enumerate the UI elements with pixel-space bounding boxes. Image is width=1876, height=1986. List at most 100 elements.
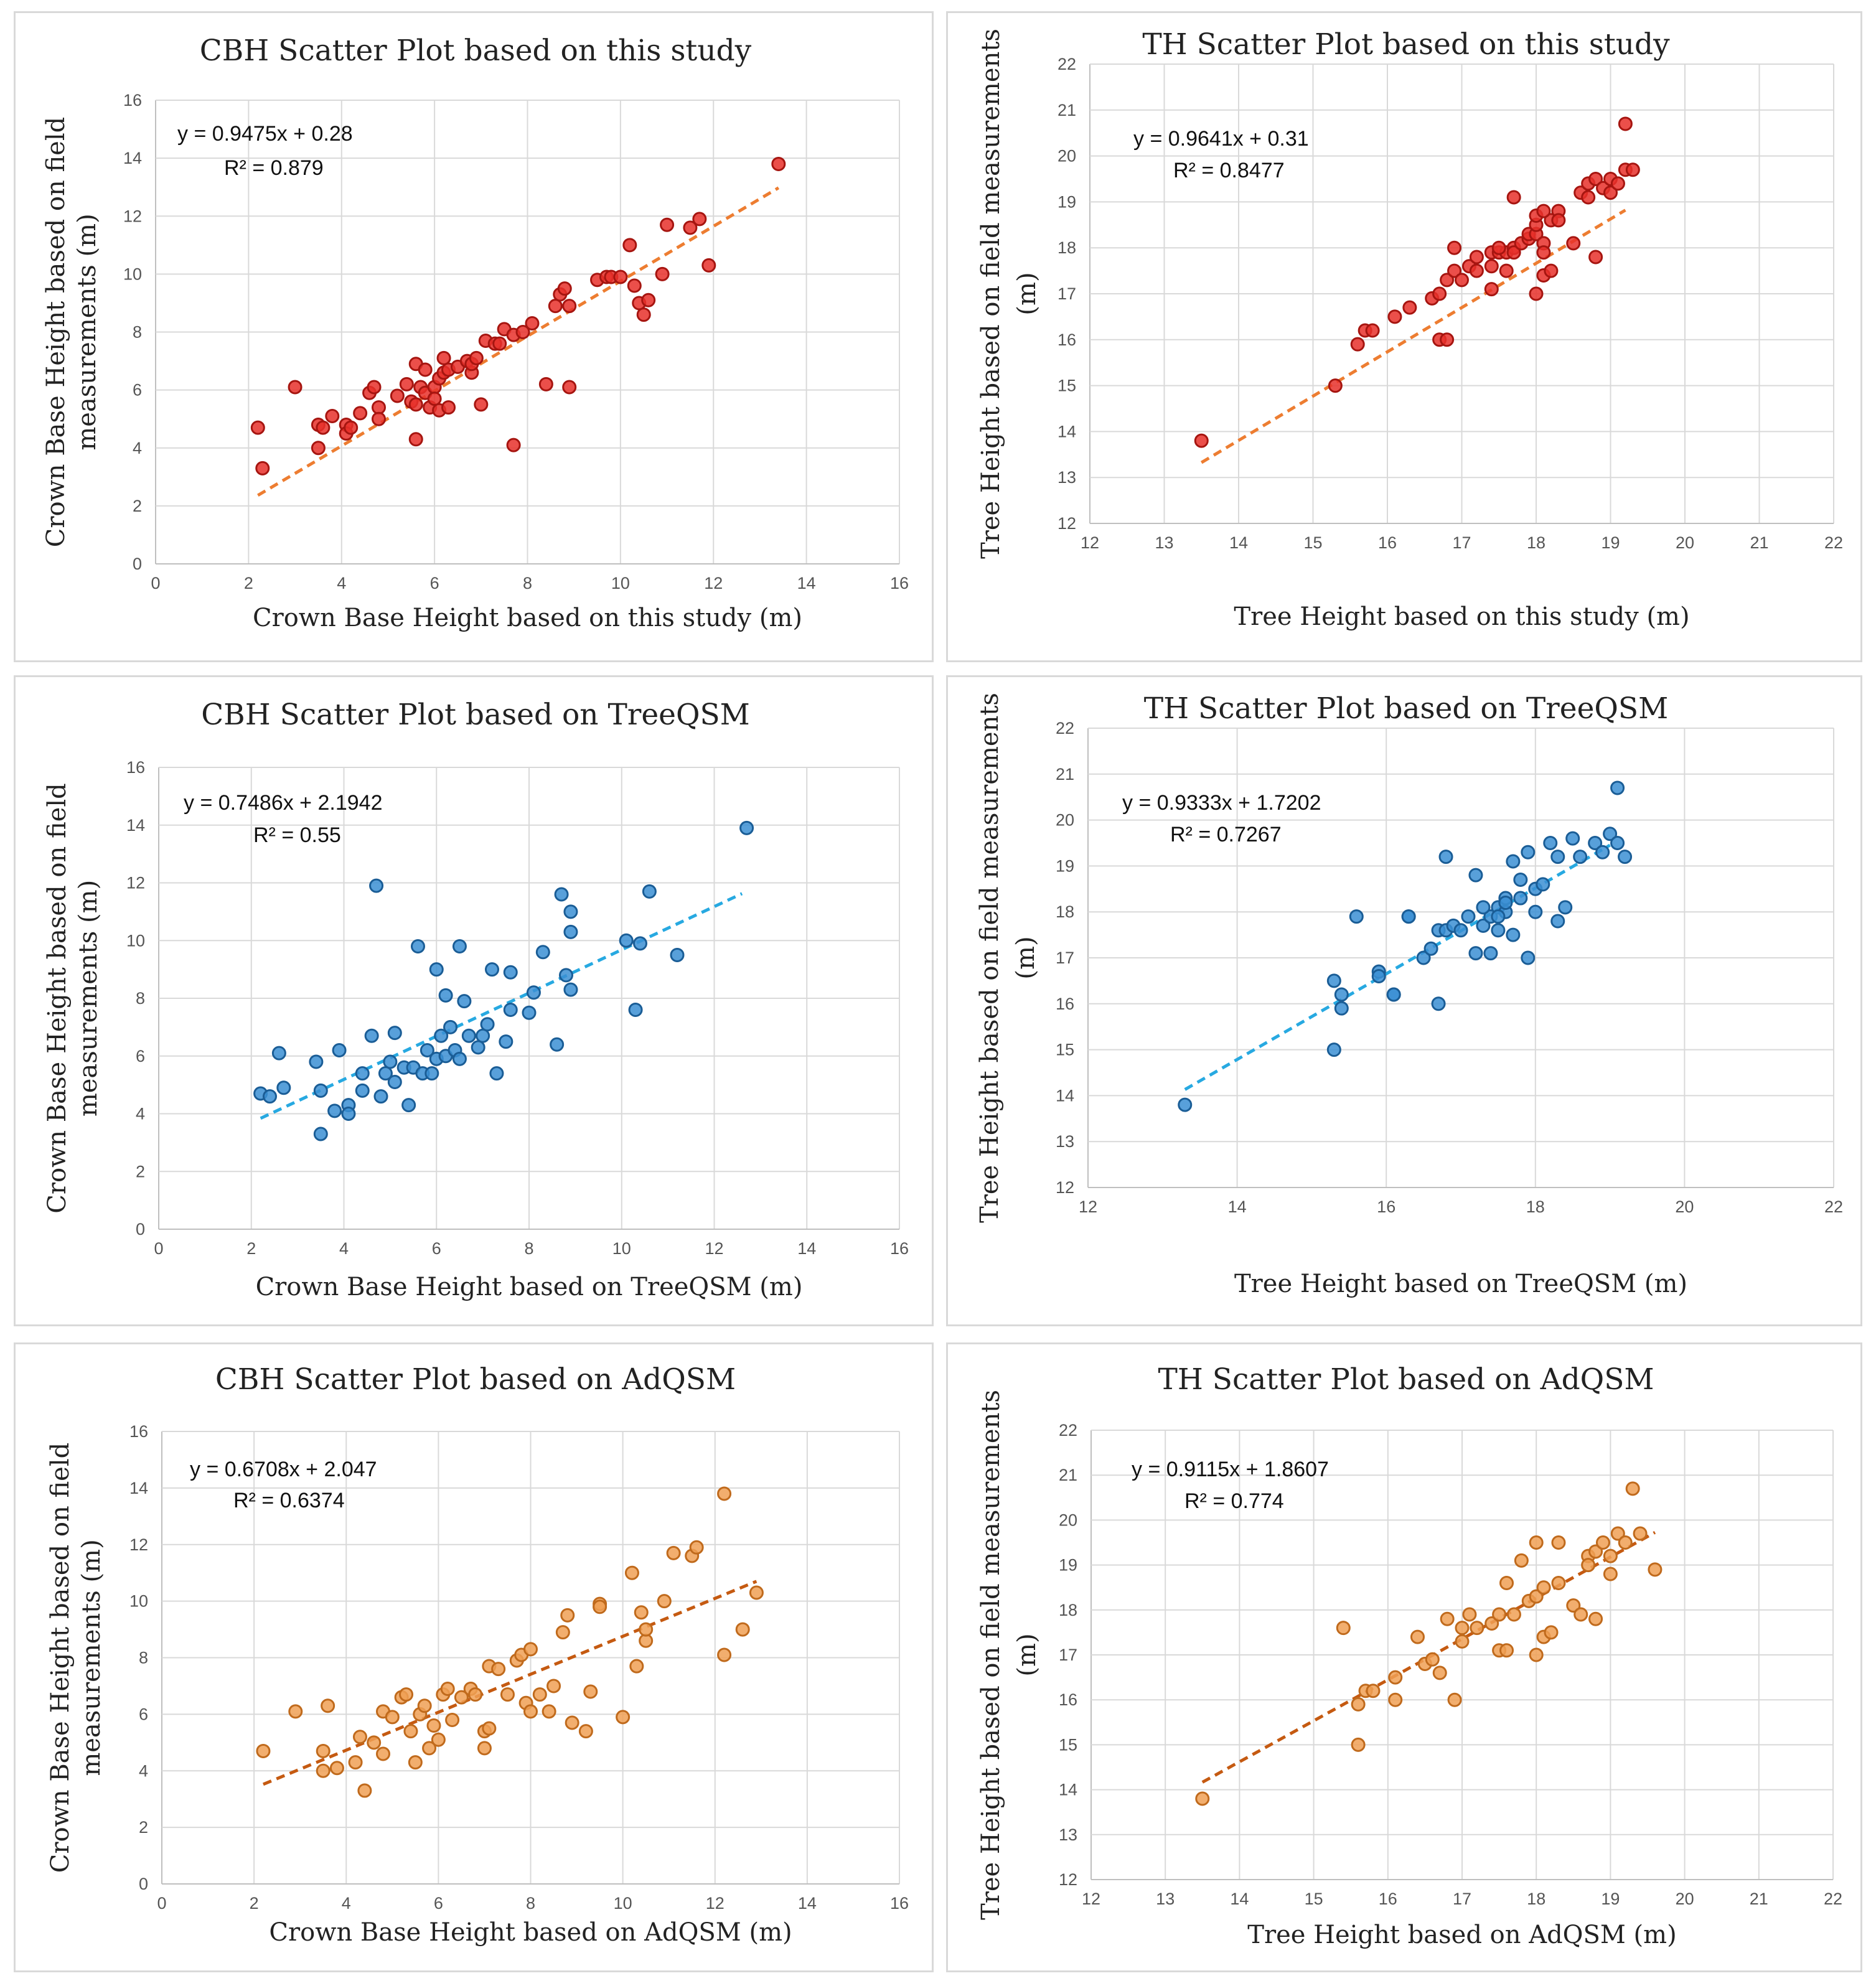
data-point	[1573, 1607, 1588, 1622]
data-point	[555, 1625, 570, 1640]
data-point	[550, 1037, 565, 1052]
data-point	[332, 1042, 347, 1057]
y-tick-label: 10	[129, 1592, 148, 1611]
data-point	[1440, 273, 1455, 288]
data-point	[353, 406, 368, 421]
data-point	[1326, 973, 1341, 988]
data-point	[1366, 1684, 1381, 1698]
data-point	[1483, 946, 1498, 961]
data-point	[1610, 1526, 1625, 1541]
data-point	[263, 1089, 277, 1104]
x-tick-label: 15	[1303, 533, 1322, 552]
data-point	[1351, 1737, 1366, 1752]
scatter-chart-svg: TH Scatter Plot based on AdQSM 12 13 14 15 16…	[977, 1362, 1842, 1949]
x-tick-label: 19	[1601, 1890, 1620, 1908]
y-tick-label: 16	[1058, 330, 1076, 349]
data-point	[471, 1040, 485, 1055]
data-point	[401, 1098, 416, 1113]
y-tick-label: 15	[1058, 377, 1076, 395]
x-tick-label: 19	[1601, 533, 1620, 552]
data-point	[341, 1107, 356, 1121]
y-tick-label: 6	[139, 1705, 148, 1723]
data-point	[476, 1028, 490, 1043]
data-point	[522, 1005, 537, 1020]
data-point	[1618, 1535, 1633, 1550]
x-tick-label: 18	[1526, 1197, 1545, 1216]
data-point	[372, 411, 386, 426]
data-point	[1536, 245, 1551, 260]
y-axis-label-line2: (m)	[1011, 936, 1040, 979]
data-point	[563, 924, 578, 939]
data-point	[1326, 1042, 1341, 1057]
x-tick-label: 16	[1378, 533, 1397, 552]
data-point	[399, 377, 414, 391]
data-point	[1492, 1607, 1507, 1622]
data-point	[468, 1687, 483, 1702]
data-point	[417, 1698, 432, 1713]
data-point	[1388, 1692, 1403, 1707]
data-point	[634, 1605, 649, 1620]
data-point	[535, 945, 550, 960]
data-point	[403, 1724, 418, 1739]
y-tick-label: 16	[123, 91, 142, 110]
y-tick-label: 12	[123, 207, 142, 225]
r-squared-label: R² = 0.879	[224, 156, 324, 180]
x-tick-label: 12	[1082, 1890, 1100, 1908]
y-tick-label: 18	[1056, 902, 1074, 921]
data-point	[1521, 950, 1536, 965]
data-point	[352, 1730, 367, 1745]
x-tick-label: 22	[1824, 533, 1843, 552]
data-point	[420, 1042, 434, 1057]
chart-title: CBH Scatter Plot based on TreeQSM	[201, 698, 750, 732]
x-tick-label: 15	[1305, 1890, 1323, 1908]
data-point	[563, 982, 578, 997]
chart-title: TH Scatter Plot based on this study	[1142, 27, 1670, 62]
data-point	[316, 1743, 331, 1758]
data-point	[562, 299, 577, 314]
x-tick-label: 12	[1079, 1197, 1097, 1216]
data-point	[1386, 987, 1401, 1002]
data-point	[1581, 1558, 1596, 1573]
data-point	[1401, 909, 1416, 924]
y-axis-label-line2: measurements (m)	[73, 213, 101, 450]
data-point	[503, 965, 518, 980]
y-tick-label: 16	[1059, 1690, 1077, 1709]
data-point	[427, 391, 442, 406]
data-point	[1365, 323, 1380, 338]
y-tick-label: 20	[1058, 147, 1076, 166]
data-point	[408, 1755, 423, 1770]
y-tick-label: 8	[139, 1649, 148, 1667]
data-point	[655, 266, 670, 281]
x-tick-label: 2	[244, 574, 253, 593]
x-tick-label: 6	[434, 1894, 443, 1913]
data-point	[1588, 172, 1603, 186]
data-point	[461, 1028, 476, 1043]
y-tick-label: 0	[133, 555, 142, 573]
data-point	[422, 1741, 437, 1756]
data-point	[489, 1066, 504, 1081]
data-point	[1610, 176, 1625, 191]
x-tick-label: 21	[1750, 533, 1768, 552]
data-point	[1513, 891, 1528, 906]
y-tick-label: 21	[1058, 101, 1076, 119]
data-point	[1455, 1621, 1470, 1636]
data-point	[441, 400, 456, 415]
data-point	[1528, 904, 1543, 919]
x-tick-label: 16	[1377, 1197, 1395, 1216]
data-point	[1491, 240, 1506, 255]
y-tick-label: 20	[1056, 811, 1074, 830]
x-tick-label: 16	[890, 574, 909, 593]
x-tick-label: 14	[1228, 1197, 1247, 1216]
chart-panel-cbh-this-study: CBH Scatter Plot based on this study 0 2 4 6…	[14, 11, 934, 662]
x-tick-label: 20	[1676, 1890, 1694, 1908]
data-point	[1416, 950, 1431, 965]
y-tick-label: 8	[136, 989, 145, 1008]
data-point	[562, 380, 577, 395]
y-tick-label: 16	[129, 1422, 148, 1441]
y-tick-label: 22	[1059, 1421, 1077, 1440]
y-tick-label: 12	[1056, 1178, 1074, 1197]
data-point	[369, 878, 384, 893]
data-point	[701, 258, 716, 273]
data-point	[288, 1704, 303, 1719]
data-point	[1506, 245, 1521, 260]
